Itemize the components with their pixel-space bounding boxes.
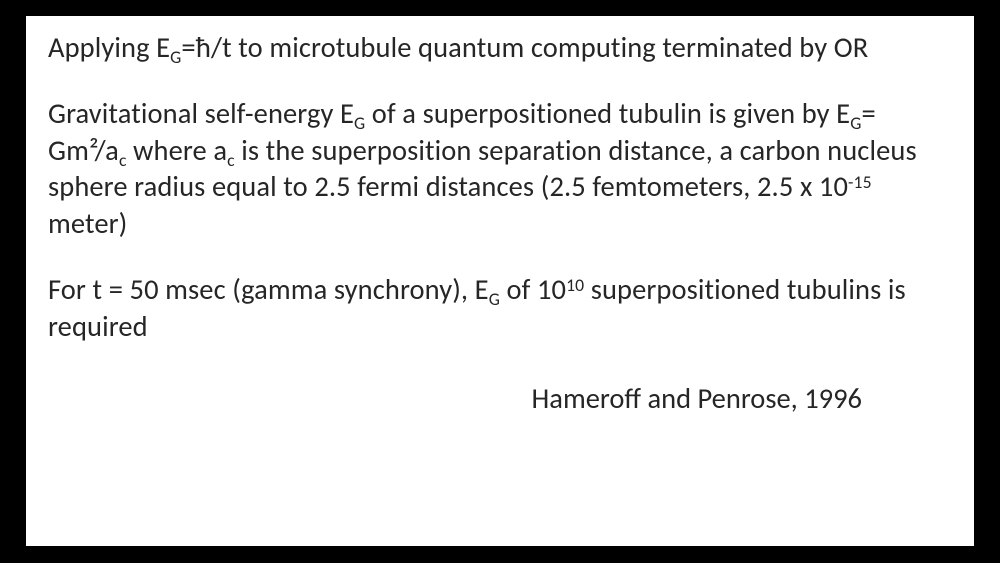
slide-body: Applying EG=ħ/t to microtubule quantum c…: [26, 16, 974, 546]
paragraph-1: Applying EG=ħ/t to microtubule quantum c…: [48, 30, 952, 66]
citation: Hameroff and Penrose, 1996: [48, 381, 952, 417]
paragraph-2: Gravitational self-energy EG of a superp…: [48, 96, 952, 242]
paragraph-3: For t = 50 msec (gamma synchrony), EG of…: [48, 272, 952, 345]
